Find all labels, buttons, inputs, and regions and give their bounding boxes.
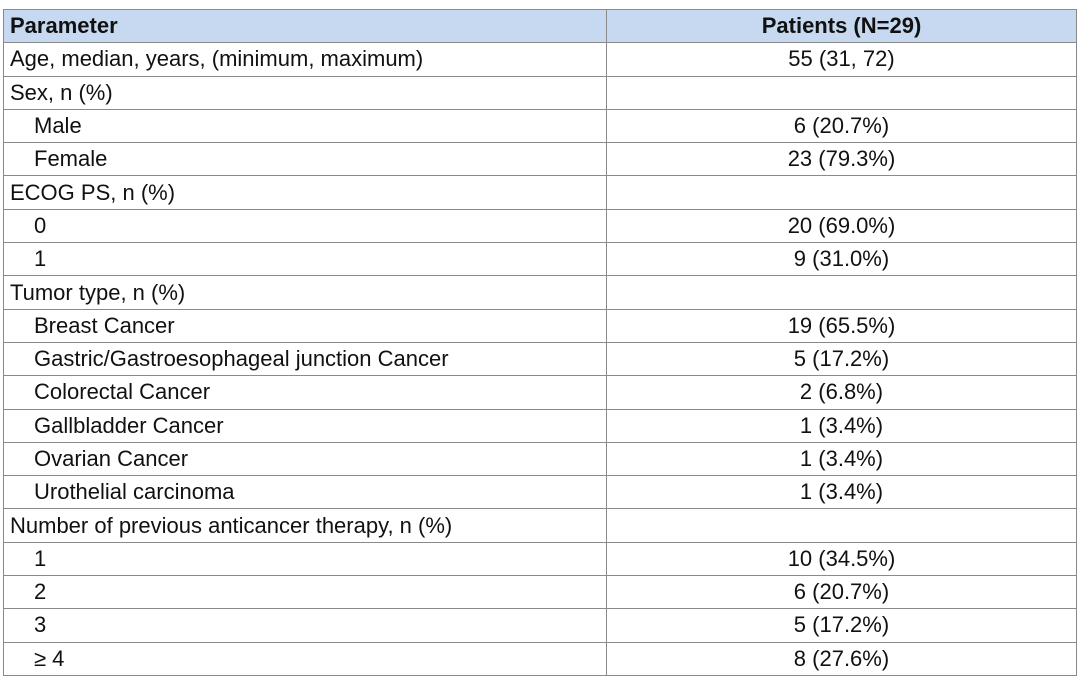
parameter-cell: Colorectal Cancer [3,375,607,410]
parameter-cell: Urothelial carcinoma [3,475,607,510]
value-cell: 5 (17.2%) [606,341,1077,377]
parameter-cell: Gallbladder Cancer [3,408,607,443]
parameter-cell: Sex, n (%) [3,75,607,110]
parameter-cell: ECOG PS, n (%) [3,175,607,210]
parameter-cell: Number of previous anticancer therapy, n… [3,508,607,543]
row: ECOG PS, n (%) [3,175,1077,210]
value-cell: 19 (65.5%) [606,308,1077,343]
parameter-cell: 1 [3,242,607,277]
column-header: Parameter [3,8,607,44]
value-cell: 1 (3.4%) [606,441,1077,477]
value-cell: 55 (31, 72) [606,42,1077,77]
value-cell: 9 (31.0%) [606,242,1077,277]
sub-row: Male 6 (20.7%) [3,108,1077,144]
value-cell: 20 (69.0%) [606,208,1077,244]
characteristics-table: Parameter Patients (N=29) Age, median, y… [3,8,1077,676]
parameter-cell: 2 [3,575,607,610]
parameter-cell: 3 [3,608,607,643]
table-head: Parameter Patients (N=29) [3,8,1077,44]
value-cell: 10 (34.5%) [606,541,1077,577]
parameter-cell: Female [3,142,607,177]
value-cell: 6 (20.7%) [606,108,1077,144]
sub-row: Gallbladder Cancer 1 (3.4%) [3,408,1077,443]
sub-row: Ovarian Cancer 1 (3.4%) [3,441,1077,477]
sub-row: Colorectal Cancer 2 (6.8%) [3,375,1077,410]
table-body: Age, median, years, (minimum, maximum) 55… [3,42,1077,676]
value-cell [606,508,1077,543]
value-cell: 23 (79.3%) [606,142,1077,177]
value-cell: 8 (27.6%) [606,641,1077,676]
row: Tumor type, n (%) [3,275,1077,310]
sub-row: 1 10 (34.5%) [3,541,1077,577]
value-cell: 1 (3.4%) [606,475,1077,510]
parameter-cell: Male [3,108,607,144]
value-cell [606,275,1077,310]
column-header: Patients (N=29) [606,8,1077,44]
sub-row: Urothelial carcinoma 1 (3.4%) [3,475,1077,510]
row: Age, median, years, (minimum, maximum) 55… [3,42,1077,77]
sub-row: Gastric/Gastroesophageal junction Cancer… [3,341,1077,377]
sub-row: 0 20 (69.0%) [3,208,1077,244]
parameter-cell: 0 [3,208,607,244]
value-cell: 2 (6.8%) [606,375,1077,410]
value-cell: 6 (20.7%) [606,575,1077,610]
value-cell: 1 (3.4%) [606,408,1077,443]
parameter-cell: ≥ 4 [3,641,607,676]
header-row: Parameter Patients (N=29) [3,8,1077,44]
row: Sex, n (%) [3,75,1077,110]
parameter-cell: Breast Cancer [3,308,607,343]
parameter-cell: Ovarian Cancer [3,441,607,477]
parameter-cell: Age, median, years, (minimum, maximum) [3,42,607,77]
value-cell: 5 (17.2%) [606,608,1077,643]
parameter-cell: 1 [3,541,607,577]
value-cell [606,175,1077,210]
parameter-cell: Gastric/Gastroesophageal junction Cancer [3,341,607,377]
sub-row: Female 23 (79.3%) [3,142,1077,177]
row: Number of previous anticancer therapy, n… [3,508,1077,543]
parameter-cell: Tumor type, n (%) [3,275,607,310]
sub-row: Breast Cancer 19 (65.5%) [3,308,1077,343]
value-cell [606,75,1077,110]
